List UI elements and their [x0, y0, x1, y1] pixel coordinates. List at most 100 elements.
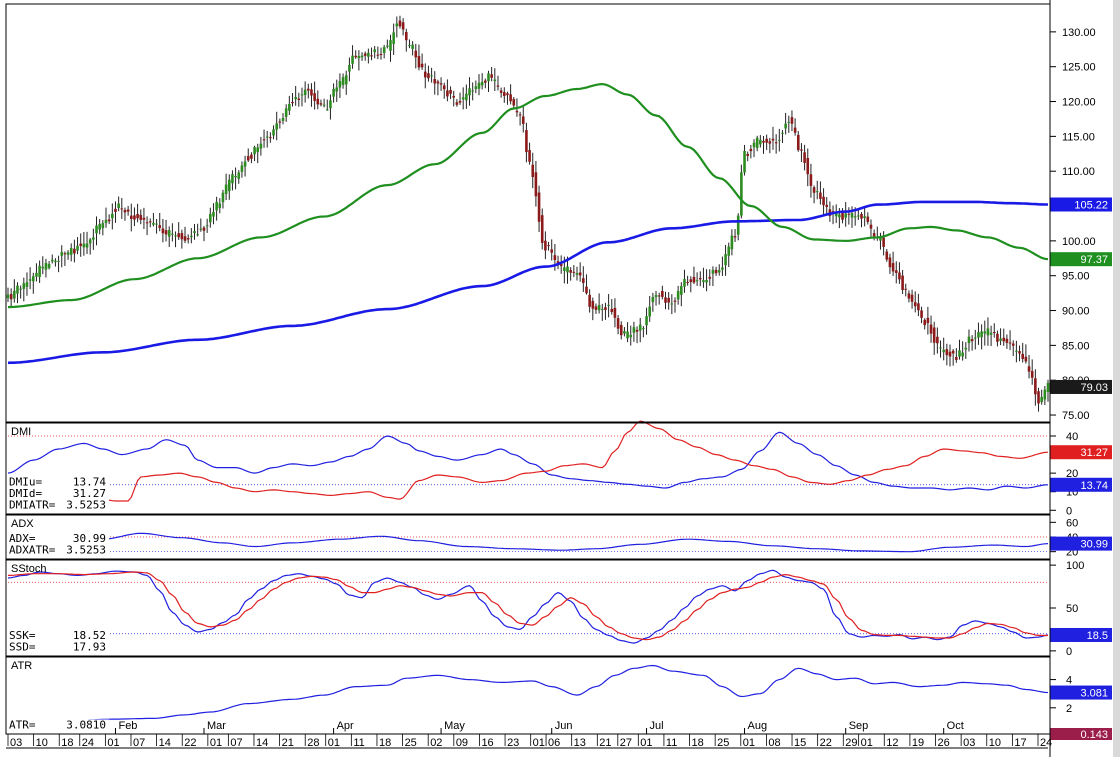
candle-up	[834, 213, 838, 217]
candle-up	[986, 328, 990, 336]
candle-up	[683, 279, 686, 287]
candle-up	[676, 291, 680, 300]
day-label: 21	[282, 737, 294, 749]
day-label: 06	[548, 737, 560, 749]
candle-up	[474, 86, 478, 90]
candle-down	[506, 93, 509, 96]
candle-up	[227, 179, 231, 192]
candle-down	[452, 95, 456, 98]
month-label: Apr	[337, 720, 354, 732]
candle-down	[901, 275, 904, 291]
candle-up	[76, 245, 79, 251]
adx-legend-box	[7, 533, 109, 558]
candle-up	[784, 123, 787, 129]
candle-down	[123, 209, 127, 213]
day-label: 07	[133, 737, 145, 749]
candle-down	[202, 227, 206, 231]
candle-down	[126, 209, 130, 212]
candle-down	[531, 164, 535, 177]
candle-down	[534, 172, 538, 197]
month-label: Sep	[849, 720, 869, 732]
dmi-panel-label: DMI	[11, 426, 31, 438]
price-y-tick-label: 130.00	[1062, 27, 1096, 39]
day-label: 25	[405, 737, 417, 749]
candle-down	[825, 204, 829, 207]
candle-up	[702, 280, 705, 283]
candle-up	[31, 276, 35, 282]
dmi-legend-value: 13.74	[73, 476, 106, 489]
candle-up	[973, 337, 977, 339]
dmi-dmiu-line	[7, 431, 1049, 491]
candle-up	[638, 324, 642, 331]
month-label: Mar	[207, 720, 226, 732]
candle-down	[803, 152, 806, 163]
candle-down	[515, 110, 519, 113]
candle-down	[698, 277, 702, 280]
candle-down	[183, 236, 187, 241]
candle-down	[496, 85, 500, 87]
candle-up	[209, 213, 212, 223]
candle-up	[294, 97, 297, 100]
candle-down	[177, 233, 180, 238]
candle-down	[420, 63, 424, 68]
candle-up	[759, 139, 762, 145]
candle-down	[1011, 343, 1015, 346]
candle-up	[645, 316, 648, 326]
candle-down	[269, 137, 272, 139]
candle-down	[553, 255, 557, 260]
candle-down	[768, 141, 772, 144]
candle-up	[680, 286, 683, 295]
candle-down	[1002, 337, 1006, 342]
candle-up	[411, 44, 414, 49]
candle-down	[673, 300, 677, 302]
day-label: 26	[938, 737, 950, 749]
dmiu-value-badge-bg	[1050, 477, 1112, 492]
candle-up	[215, 201, 218, 211]
candle-down	[544, 240, 547, 251]
candle-up	[787, 121, 791, 123]
candle-up	[237, 172, 241, 179]
candle-down	[582, 278, 585, 283]
x-axis: Feb Mar Apr May Jun Jul Aug Sep Oct 03 10 18 24 01 07 1…	[7, 720, 1052, 749]
candle-up	[303, 89, 307, 96]
dmiu-value-badge: 13.74	[1080, 480, 1108, 492]
candle-down	[686, 281, 689, 283]
adx-panel-label: ADX	[11, 518, 34, 530]
candle-down	[635, 329, 639, 332]
candle-up	[711, 269, 715, 274]
day-label: 24	[1040, 737, 1052, 749]
candle-down	[812, 187, 816, 193]
ssk-value-badge-bg	[1050, 627, 1112, 642]
candle-down	[114, 208, 117, 212]
candle-down	[604, 307, 607, 310]
candle-down	[996, 333, 999, 342]
candle-down	[107, 219, 111, 222]
candle-up	[395, 23, 399, 27]
candle-down	[246, 156, 250, 161]
candle-down	[518, 114, 522, 116]
candle-down	[945, 349, 949, 356]
candle-up	[629, 334, 633, 338]
candle-down	[550, 249, 554, 253]
candle-down	[926, 317, 930, 324]
day-label: 15	[794, 737, 806, 749]
candle-down	[180, 233, 184, 240]
candle-down	[370, 55, 373, 57]
dmi-legend-box	[7, 476, 109, 513]
candle-up	[648, 306, 652, 317]
atr-panel-label: ATR	[11, 660, 32, 672]
candle-down	[1034, 378, 1037, 395]
candle-up	[389, 40, 392, 51]
candle-up	[256, 147, 260, 153]
day-label: 25	[717, 737, 729, 749]
candle-up	[983, 331, 987, 334]
candle-down	[885, 251, 889, 260]
candle-up	[857, 215, 860, 217]
price-y-tick-label: 100.00	[1062, 236, 1096, 248]
candle-up	[1015, 350, 1018, 352]
candle-up	[563, 267, 566, 271]
last-price-badge-bg	[1050, 379, 1112, 394]
